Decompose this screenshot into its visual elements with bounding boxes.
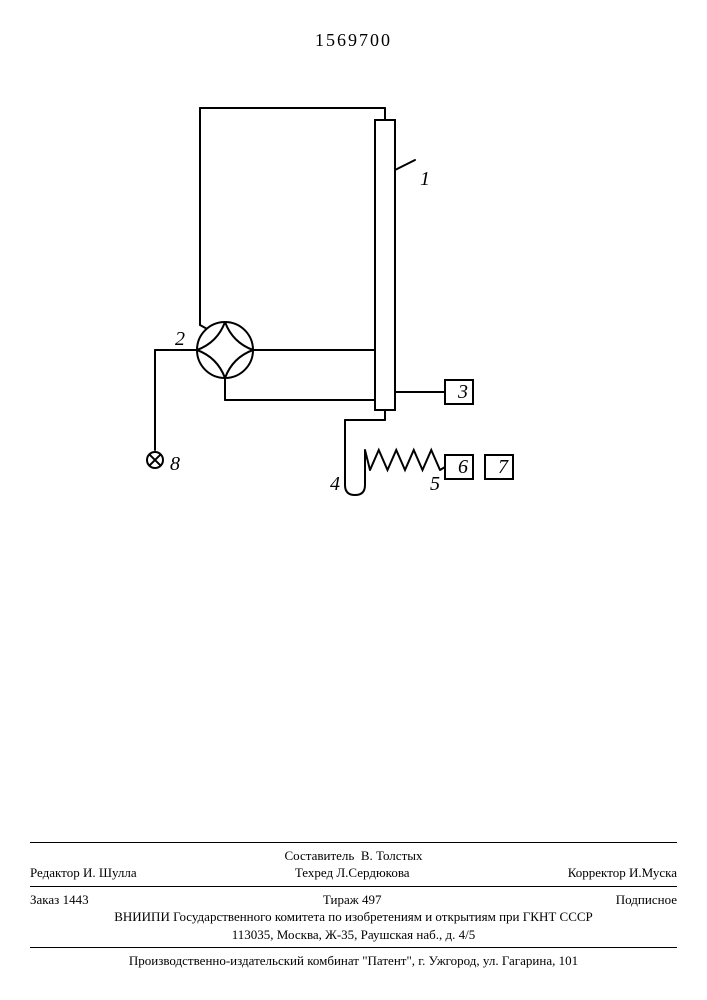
corrector-name: И.Муска <box>629 865 677 880</box>
org-line-1: ВНИИПИ Государственного комитета по изоб… <box>30 908 677 926</box>
tech-name: Л.Сердюкова <box>336 865 409 880</box>
subscription-label: Подписное <box>616 891 677 909</box>
tirazh-number: 497 <box>362 892 382 907</box>
svg-text:6: 6 <box>458 456 468 478</box>
svg-text:2: 2 <box>175 328 185 350</box>
svg-text:3: 3 <box>457 381 468 403</box>
editor-label: Редактор <box>30 865 80 880</box>
order-number: 1443 <box>63 892 89 907</box>
publisher-line: Производственно-издательский комбинат "П… <box>30 952 677 970</box>
tech-label: Техред <box>295 865 333 880</box>
compiler-label: Составитель <box>285 848 355 863</box>
svg-text:4: 4 <box>330 473 340 495</box>
publication-footer: Составитель В. Толстых Редактор И. Шулла… <box>30 838 677 970</box>
tirazh-label: Тираж <box>323 892 359 907</box>
editor-name: И. Шулла <box>83 865 137 880</box>
schematic-diagram: 1 2 3 4 56 7 8 <box>145 100 545 540</box>
svg-text:1: 1 <box>420 168 430 190</box>
svg-text:8: 8 <box>170 453 180 475</box>
document-number: 1569700 <box>0 30 707 51</box>
order-label: Заказ <box>30 892 59 907</box>
svg-text:7: 7 <box>498 456 509 478</box>
compiler-name: В. Толстых <box>361 848 423 863</box>
org-line-2: 113035, Москва, Ж-35, Раушская наб., д. … <box>30 926 677 944</box>
corrector-label: Корректор <box>568 865 626 880</box>
svg-text:5: 5 <box>430 473 440 495</box>
